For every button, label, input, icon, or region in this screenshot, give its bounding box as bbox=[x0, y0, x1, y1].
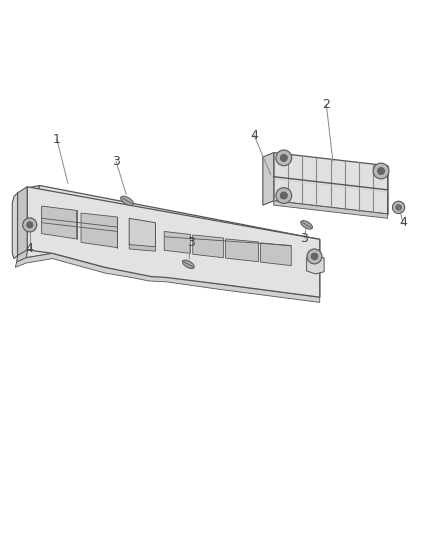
Circle shape bbox=[23, 218, 37, 232]
Text: 3: 3 bbox=[187, 236, 194, 249]
Text: 2: 2 bbox=[322, 98, 330, 111]
Ellipse shape bbox=[120, 196, 134, 205]
Text: 4: 4 bbox=[250, 128, 258, 142]
Circle shape bbox=[280, 155, 287, 161]
Polygon shape bbox=[274, 152, 388, 214]
Polygon shape bbox=[193, 235, 223, 258]
Polygon shape bbox=[263, 152, 274, 205]
Polygon shape bbox=[226, 239, 258, 262]
Circle shape bbox=[280, 192, 287, 199]
Polygon shape bbox=[307, 255, 324, 274]
Text: 3: 3 bbox=[300, 231, 308, 245]
Polygon shape bbox=[164, 231, 191, 253]
Circle shape bbox=[307, 249, 322, 264]
Circle shape bbox=[276, 188, 292, 204]
Circle shape bbox=[276, 150, 292, 166]
Polygon shape bbox=[17, 185, 39, 262]
Polygon shape bbox=[12, 193, 18, 259]
Polygon shape bbox=[18, 187, 27, 255]
Circle shape bbox=[373, 163, 389, 179]
Polygon shape bbox=[129, 219, 155, 249]
Ellipse shape bbox=[183, 260, 194, 269]
Circle shape bbox=[27, 222, 33, 228]
Polygon shape bbox=[274, 201, 388, 219]
Polygon shape bbox=[26, 185, 320, 297]
Polygon shape bbox=[15, 253, 320, 302]
Text: 4: 4 bbox=[399, 216, 407, 229]
Ellipse shape bbox=[301, 221, 312, 229]
Polygon shape bbox=[27, 187, 320, 297]
Circle shape bbox=[392, 201, 405, 214]
Polygon shape bbox=[261, 243, 291, 265]
Circle shape bbox=[378, 167, 385, 175]
Polygon shape bbox=[42, 206, 77, 239]
Polygon shape bbox=[81, 213, 117, 248]
Circle shape bbox=[396, 205, 401, 210]
Text: 3: 3 bbox=[112, 155, 120, 168]
Polygon shape bbox=[129, 245, 155, 251]
Text: 1: 1 bbox=[53, 133, 61, 146]
Circle shape bbox=[311, 253, 318, 260]
Text: 4: 4 bbox=[26, 243, 34, 255]
